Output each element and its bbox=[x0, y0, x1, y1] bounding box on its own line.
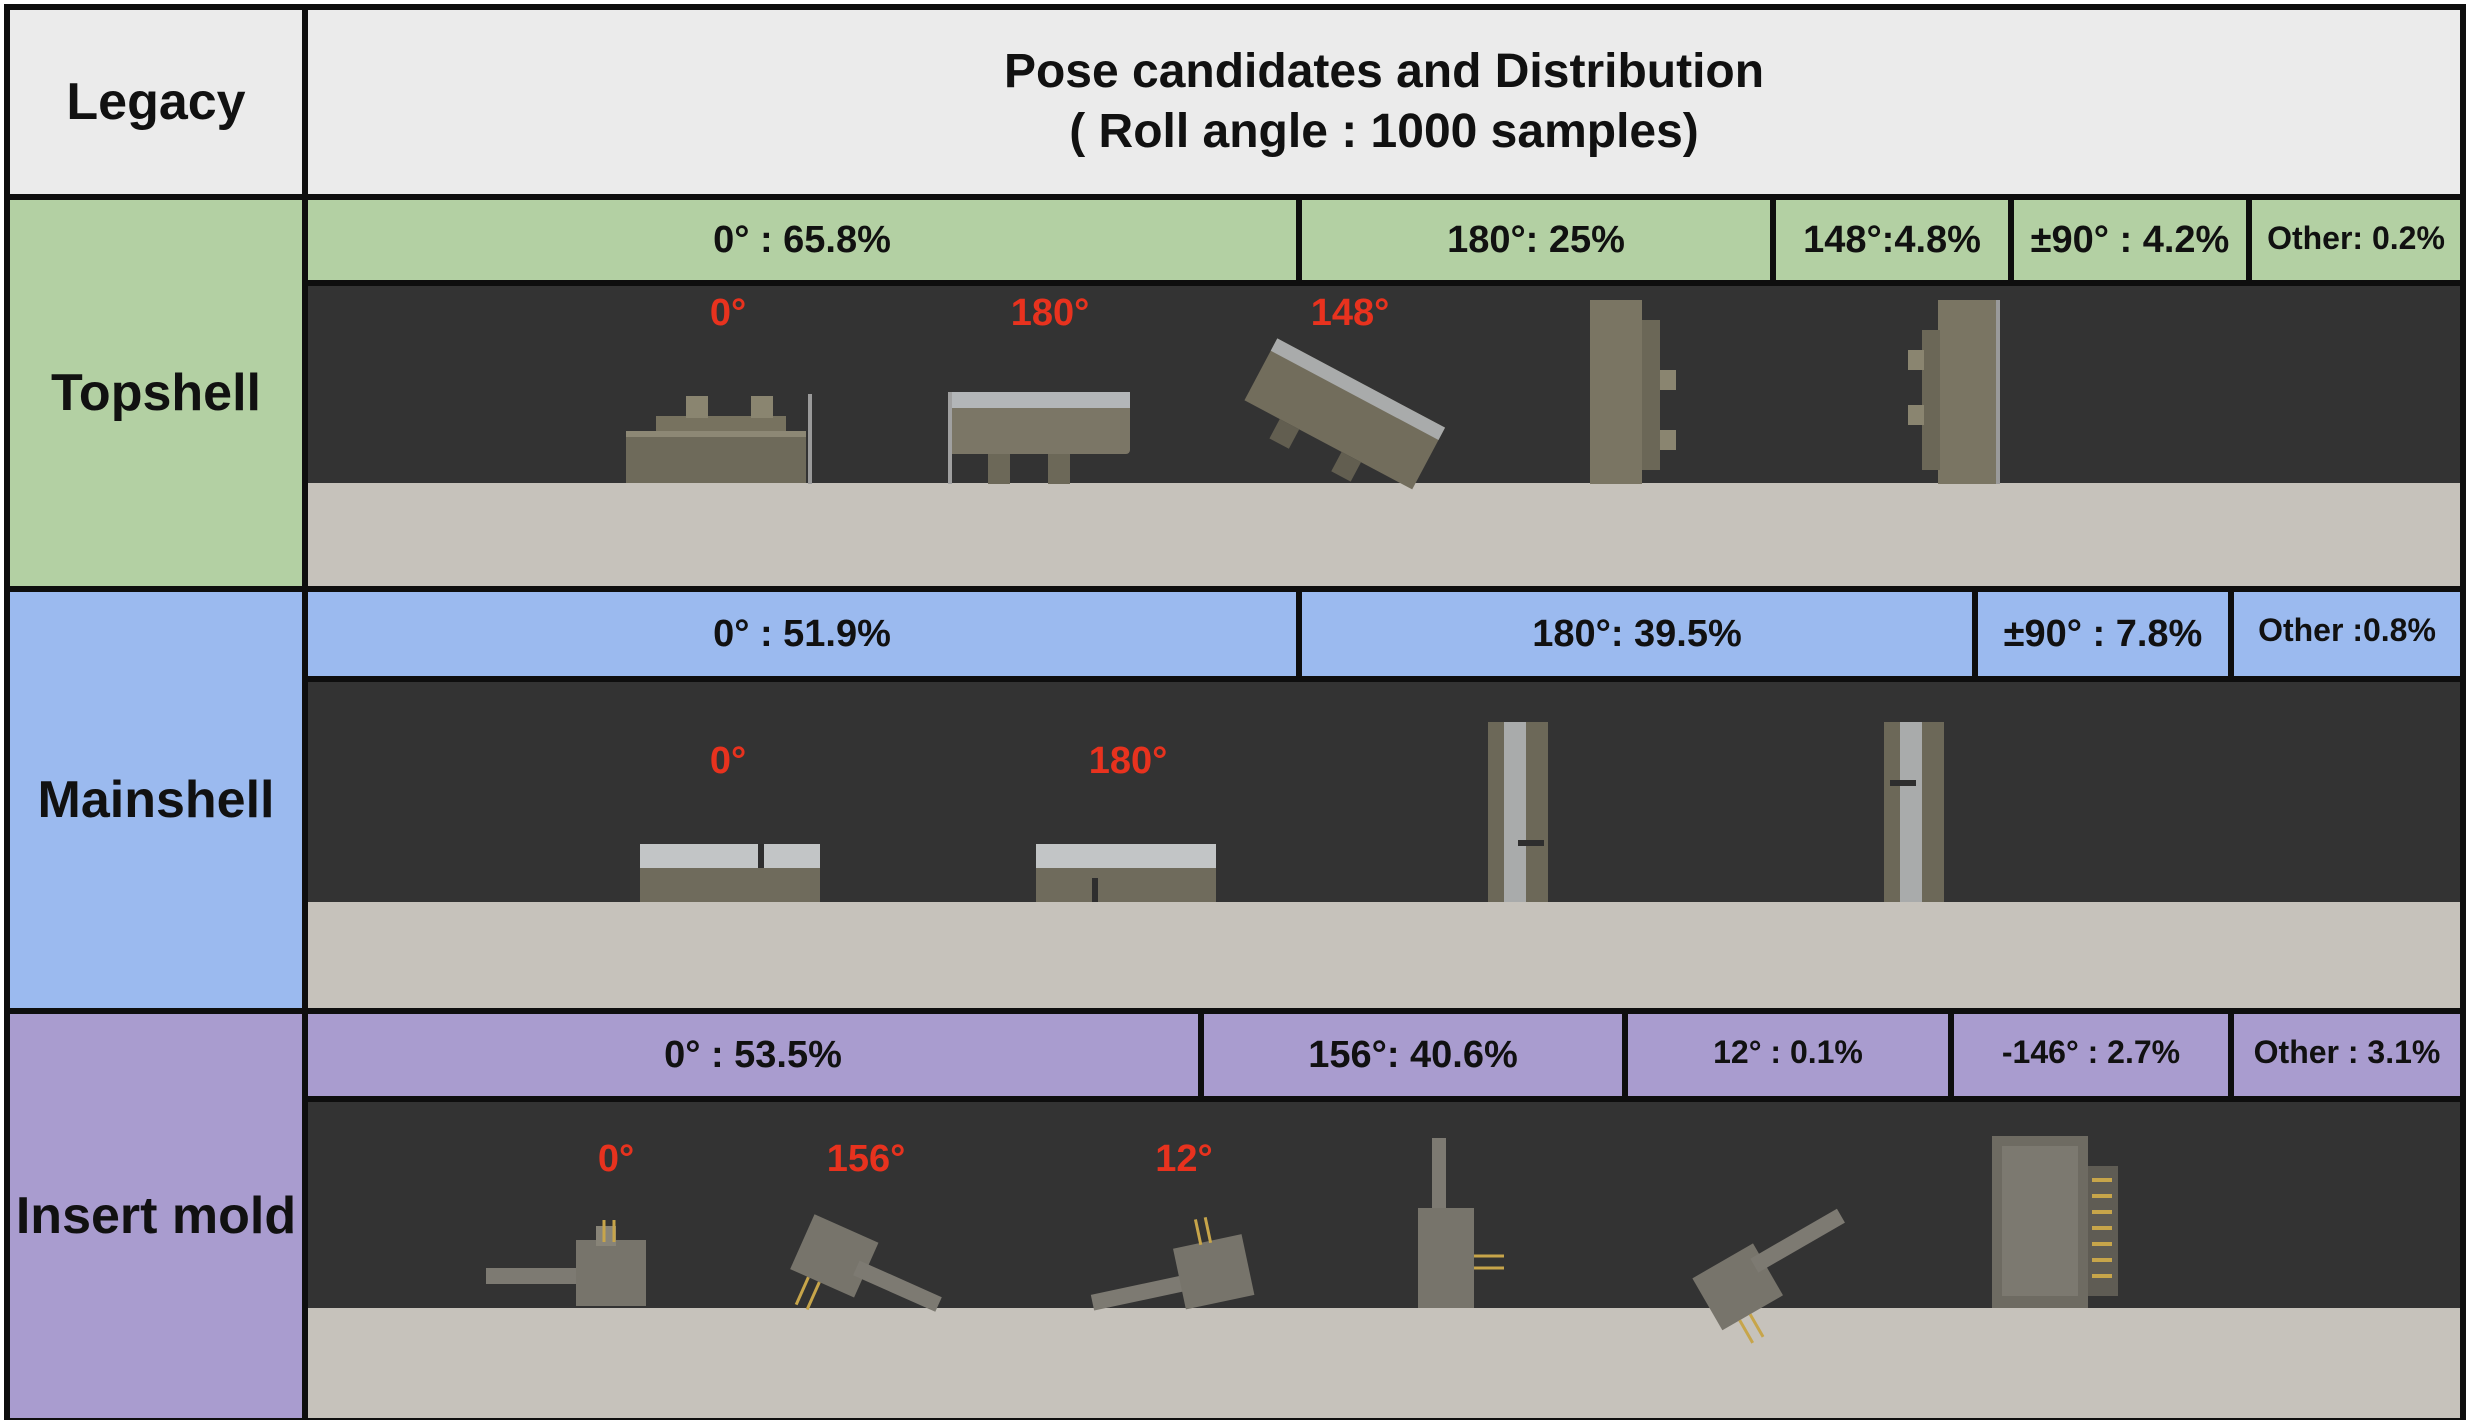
insert-pose-minus146-part bbox=[1418, 1138, 1504, 1308]
dist-topshell-other: Other: 0.2% bbox=[2252, 200, 2460, 280]
dist-topshell-90: ±90° : 4.2% bbox=[2014, 200, 2246, 280]
dist-insert-other: Other : 3.1% bbox=[2234, 1014, 2460, 1096]
topshell-pose-90b-part bbox=[1908, 300, 2000, 484]
dist-mainshell-90: ±90° : 7.8% bbox=[1978, 592, 2228, 676]
render-topshell: 0° 180° 148° bbox=[308, 286, 2460, 586]
floor-plane bbox=[308, 902, 2460, 1008]
floor-plane bbox=[308, 483, 2460, 586]
row-label-mainshell: Mainshell bbox=[10, 592, 302, 1008]
dist-insert-0: 0° : 53.5% bbox=[308, 1014, 1198, 1096]
dist-insert-minus146: -146° : 2.7% bbox=[1954, 1014, 2228, 1096]
insert-pose-12-part bbox=[1090, 1217, 1255, 1311]
dist-topshell-180: 180°: 25% bbox=[1302, 200, 1770, 280]
dist-mainshell-0: 0° : 51.9% bbox=[308, 592, 1296, 676]
pose-label-12: 12° bbox=[1155, 1138, 1213, 1180]
row-label-topshell: Topshell bbox=[10, 200, 302, 586]
dist-topshell-148: 148°:4.8% bbox=[1776, 200, 2008, 280]
table-title: Pose candidates and Distribution ( Roll … bbox=[308, 10, 2460, 194]
insert-pose-connector-part bbox=[1992, 1136, 2118, 1308]
pose-label-0: 0° bbox=[709, 292, 747, 334]
dist-insert-12: 12° : 0.1% bbox=[1628, 1014, 1948, 1096]
topshell-pose-180-part bbox=[948, 392, 1130, 484]
topshell-pose-0-part bbox=[626, 394, 812, 484]
dist-topshell-0: 0° : 65.8% bbox=[308, 200, 1296, 280]
render-insert-mold: 0° 156° 12° bbox=[308, 1102, 2460, 1418]
mainshell-pose-0-part bbox=[640, 844, 820, 902]
legacy-header: Legacy bbox=[10, 10, 302, 194]
topshell-pose-148-part bbox=[1244, 338, 1446, 490]
mainshell-pose-90b-part bbox=[1884, 722, 1944, 902]
floor-plane bbox=[308, 1308, 2460, 1418]
pose-label-156: 156° bbox=[826, 1138, 906, 1180]
render-mainshell: 0° 180° bbox=[308, 682, 2460, 1008]
pose-label-148: 148° bbox=[1310, 292, 1390, 334]
pose-label-180: 180° bbox=[1010, 292, 1090, 334]
title-line-2: ( Roll angle : 1000 samples) bbox=[1069, 105, 1699, 158]
insert-pose-0-part bbox=[486, 1220, 646, 1306]
title-line-1: Pose candidates and Distribution bbox=[1003, 45, 1765, 98]
insert-pose-other-part bbox=[1692, 1208, 1845, 1344]
dist-insert-156: 156°: 40.6% bbox=[1204, 1014, 1622, 1096]
dist-mainshell-other: Other :0.8% bbox=[2234, 592, 2460, 676]
row-label-insert-mold: Insert mold bbox=[10, 1014, 302, 1418]
insert-pose-156-part bbox=[790, 1214, 942, 1312]
dist-mainshell-180: 180°: 39.5% bbox=[1302, 592, 1972, 676]
topshell-pose-90a-part bbox=[1590, 300, 1676, 484]
pose-label-0: 0° bbox=[597, 1138, 635, 1180]
pose-label-180: 180° bbox=[1088, 740, 1168, 782]
mainshell-pose-90a-part bbox=[1488, 722, 1548, 902]
pose-label-0: 0° bbox=[709, 740, 747, 782]
mainshell-pose-180-part bbox=[1036, 844, 1216, 902]
